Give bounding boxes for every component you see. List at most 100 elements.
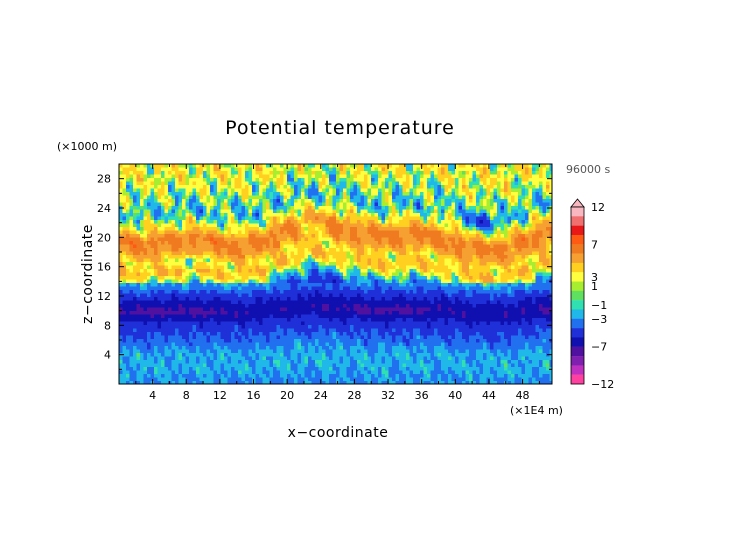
heatmap-cell (521, 300, 526, 305)
heatmap-cell (273, 255, 277, 259)
heatmap-cell (199, 195, 204, 200)
heatmap-cell (448, 174, 452, 179)
heatmap-cell (234, 262, 239, 266)
heatmap-cell (385, 269, 389, 273)
heatmap-cell (441, 241, 445, 245)
heatmap-cell (525, 216, 529, 221)
heatmap-cell (486, 167, 491, 172)
heatmap-cell (511, 293, 515, 298)
heatmap-cell (126, 286, 130, 291)
heatmap-cell (504, 297, 508, 301)
heatmap-cell (332, 188, 337, 193)
heatmap-cell (297, 171, 302, 175)
heatmap-cell (367, 251, 372, 256)
heatmap-cell (287, 199, 291, 203)
heatmap-cell (486, 199, 491, 203)
heatmap-cell (542, 164, 547, 168)
heatmap-cell (171, 167, 176, 172)
heatmap-cell (252, 185, 256, 189)
heatmap-cell (535, 195, 540, 200)
heatmap-cell (210, 230, 214, 235)
heatmap-cell (479, 255, 484, 259)
heatmap-cell (136, 297, 141, 301)
heatmap-cell (500, 206, 505, 210)
heatmap-cell (430, 185, 435, 189)
heatmap-cell (402, 206, 407, 210)
heatmap-cell (525, 230, 529, 235)
heatmap-cell (136, 276, 141, 280)
heatmap-cell (266, 209, 270, 214)
heatmap-cell (402, 283, 407, 287)
heatmap-cell (203, 293, 207, 298)
heatmap-cell (497, 283, 501, 287)
heatmap-cell (360, 255, 365, 259)
heatmap-cell (185, 265, 190, 270)
heatmap-cell (528, 230, 533, 235)
heatmap-cell (164, 297, 169, 301)
heatmap-cell (427, 244, 431, 249)
heatmap-cell (280, 202, 284, 207)
heatmap-cell (546, 248, 550, 252)
heatmap-cell (462, 164, 466, 168)
heatmap-cell (346, 279, 351, 284)
heatmap-cell (136, 199, 141, 203)
heatmap-cell (157, 258, 162, 263)
heatmap-cell (262, 251, 267, 256)
heatmap-cell (241, 178, 246, 182)
heatmap-cell (378, 164, 382, 168)
heatmap-cell (192, 195, 197, 200)
heatmap-cell (241, 171, 246, 175)
heatmap-cell (430, 237, 435, 242)
heatmap-cell (311, 286, 316, 291)
heatmap-cell (455, 283, 459, 287)
heatmap-cell (409, 206, 414, 210)
heatmap-cell (276, 227, 281, 231)
heatmap-cell (276, 251, 281, 256)
heatmap-cell (367, 293, 372, 298)
heatmap-cell (196, 269, 200, 273)
heatmap-cell (486, 293, 491, 298)
heatmap-cell (521, 181, 526, 186)
heatmap-cell (126, 213, 130, 217)
heatmap-cell (294, 251, 298, 256)
heatmap-cell (528, 195, 533, 200)
heatmap-cell (353, 255, 358, 259)
heatmap-cell (336, 248, 340, 252)
heatmap-cell (360, 279, 365, 284)
heatmap-cell (322, 185, 326, 189)
heatmap-cell (161, 171, 165, 175)
heatmap-cell (455, 297, 459, 301)
heatmap-cell (136, 195, 141, 200)
heatmap-cell (217, 258, 221, 263)
heatmap-cell (133, 227, 137, 231)
heatmap-cell (490, 248, 494, 252)
heatmap-cell (542, 213, 547, 217)
heatmap-cell (360, 192, 365, 196)
heatmap-cell (175, 227, 179, 231)
heatmap-cell (185, 167, 190, 172)
heatmap-cell (255, 227, 260, 231)
heatmap-cell (483, 279, 487, 284)
heatmap-cell (234, 181, 239, 186)
heatmap-cell (192, 279, 197, 284)
heatmap-cell (427, 230, 431, 235)
heatmap-cell (122, 174, 127, 179)
heatmap-cell (133, 272, 137, 277)
heatmap-cell (448, 171, 452, 175)
heatmap-cell (164, 234, 169, 238)
heatmap-cell (402, 293, 407, 298)
heatmap-cell (490, 255, 494, 259)
heatmap-cell (220, 234, 225, 238)
heatmap-cell (304, 286, 309, 291)
heatmap-cell (420, 202, 424, 207)
heatmap-cell (224, 167, 228, 172)
heatmap-cell (336, 293, 340, 298)
heatmap-cell (448, 286, 452, 291)
heatmap-cell (245, 206, 249, 210)
heatmap-cell (206, 237, 211, 242)
heatmap-cell (539, 293, 543, 298)
heatmap-cell (290, 199, 295, 203)
heatmap-cell (451, 213, 456, 217)
heatmap-cell (311, 297, 316, 301)
heatmap-cell (147, 227, 151, 231)
